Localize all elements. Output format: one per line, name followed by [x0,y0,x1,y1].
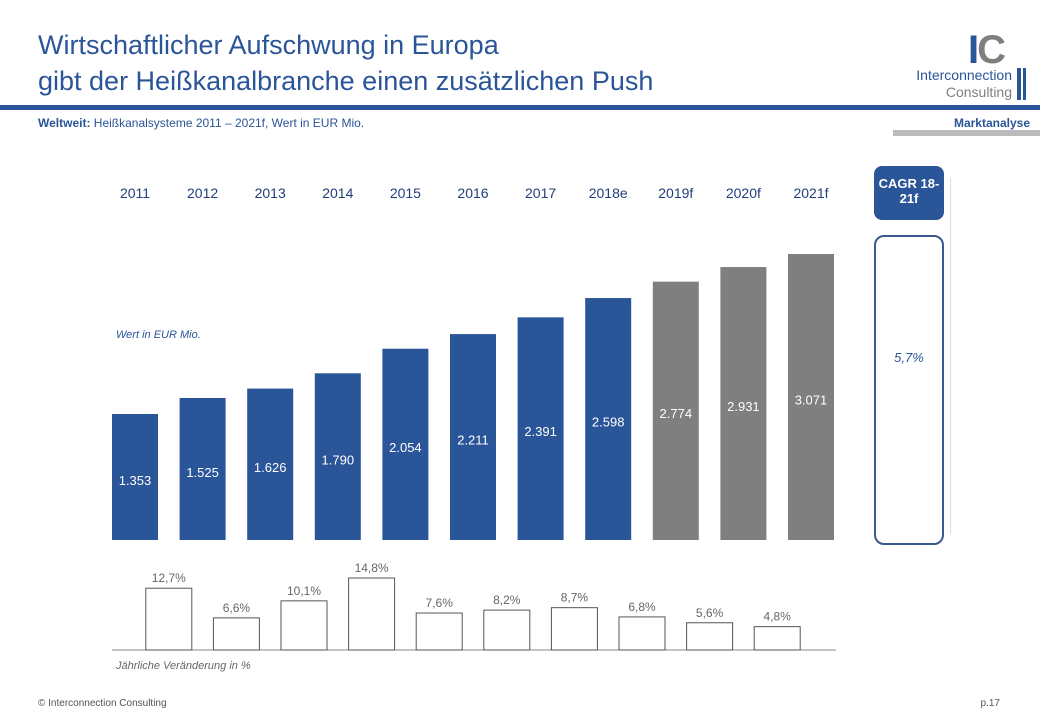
logo-bar [1023,68,1026,100]
value-label: 1.790 [322,452,355,467]
section-underline [893,130,1040,136]
value-bar [788,254,834,540]
value-bar [382,348,429,540]
page-number: p.17 [980,698,1000,709]
logo-mark: IC [968,28,1006,72]
growth-bar [415,612,463,651]
value-bar [450,334,496,540]
value-bar [652,281,699,540]
value-bar [517,317,564,540]
value-label: 2.054 [389,440,422,455]
value-label: 1.353 [119,473,152,488]
cagr-value: 5,7% [894,350,924,365]
growth-bar [550,607,598,651]
year-label: 2020f [725,185,761,201]
value-label: 2.931 [727,399,760,414]
subtitle-region: Weltweit: [38,116,91,130]
subtitle: Weltweit: Heißkanalsysteme 2011 – 2021f,… [38,116,364,130]
value-label: 2.391 [524,424,557,439]
year-label: 2021f [793,185,829,201]
year-label: 2019f [658,185,694,201]
growth-label: 7,6% [426,596,454,610]
value-label: 1.525 [186,465,219,480]
value-label: 1.626 [254,460,287,475]
cagr-header: CAGR 18-21f [874,166,944,220]
growth-bar [753,626,801,651]
year-label: 2016 [457,185,489,201]
growth-label: 10,1% [287,584,321,598]
growth-label: 4,8% [764,610,792,624]
growth-bar [348,577,396,651]
value-label: 3.071 [795,392,828,407]
title-line-2: gibt der Heißkanalbranche einen zusätzli… [38,66,654,96]
year-label: 2013 [254,185,286,201]
value-label: 2.774 [660,406,693,421]
value-bar [247,388,294,540]
year-label: 2011 [119,185,151,201]
logo-text-2: Consulting [945,84,1012,100]
section-label: Marktanalyse [953,116,1030,130]
growth-label: 12,7% [152,571,186,585]
growth-label: 6,8% [628,600,656,614]
growth-label: 5,6% [696,606,724,620]
cagr-box [874,235,944,545]
year-label: 2018e [588,185,628,201]
value-bar [720,267,767,540]
cagr-divider [950,178,951,534]
logo-text-1: Interconnection [916,67,1012,83]
year-label: 2015 [389,185,421,201]
growth-bar [618,616,666,651]
growth-bar [212,617,260,651]
growth-bar [280,600,328,651]
year-label: 2014 [322,185,354,201]
growth-bar [483,609,531,651]
title-line-1: Wirtschaftlicher Aufschwung in Europa [38,30,499,60]
year-label: 2012 [187,185,219,201]
logo-bar [1017,68,1021,100]
value-bar [112,413,158,540]
growth-bar [145,587,193,651]
subtitle-text: Heißkanalsysteme 2011 – 2021f, Wert in E… [90,116,365,130]
year-label: 2017 [525,185,557,201]
value-bar [585,298,632,540]
growth-label: 8,7% [561,591,589,605]
value-bar [314,373,361,540]
value-label: 2.211 [457,433,489,448]
growth-label: 6,6% [223,601,251,615]
footer-copyright: © Interconnection Consulting [38,698,167,709]
value-axis-label: Wert in EUR Mio. [116,329,201,341]
header-rule [0,105,1040,110]
growth-label: 8,2% [493,593,521,607]
value-label: 2.598 [592,414,625,429]
growth-bar [686,622,734,651]
value-bar [179,397,226,540]
growth-axis-label: Jährliche Veränderung in % [116,660,251,672]
growth-label: 14,8% [355,561,389,575]
